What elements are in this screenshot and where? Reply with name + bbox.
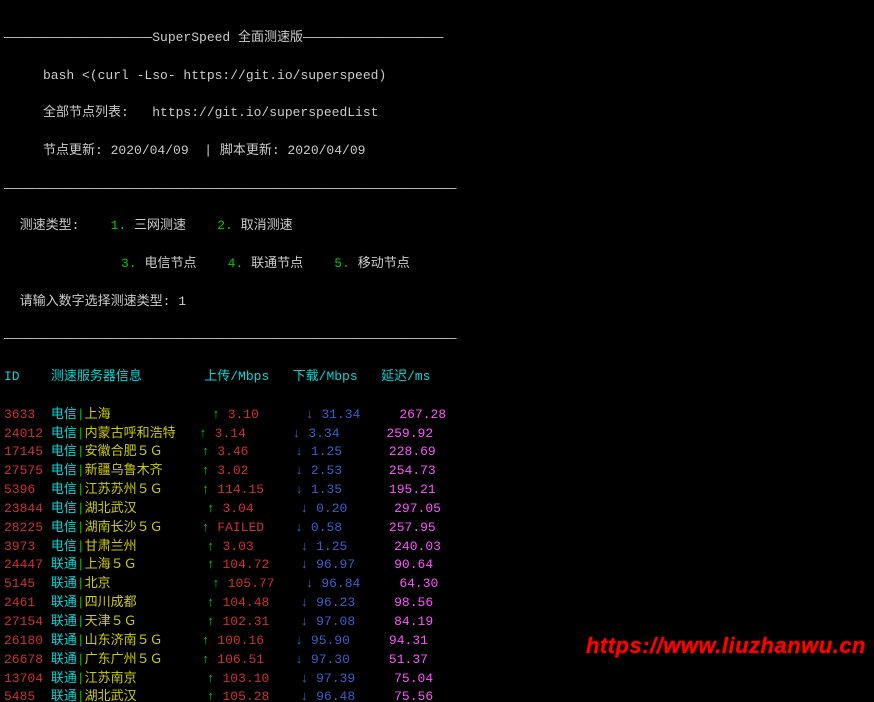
result-row: 24447 联通|上海５Ｇ ↑ 104.72 ↓ 96.97 90.64 <box>4 556 870 575</box>
header-title: ———————————————————SuperSpeed 全面测速版—————… <box>4 29 870 48</box>
terminal-output: ———————————————————SuperSpeed 全面测速版—————… <box>0 0 874 702</box>
result-row: 17145 电信|安徽合肥５Ｇ ↑ 3.46 ↓ 1.25 228.69 <box>4 443 870 462</box>
table-header: ID 测速服务器信息 上传/Mbps 下载/Mbps 延迟/ms <box>4 368 870 387</box>
result-row: 26678 联通|广东广州５Ｇ ↑ 106.51 ↓ 97.30 51.37 <box>4 651 870 670</box>
menu-line2: 3. 电信节点 4. 联通节点 5. 移动节点 <box>4 255 870 274</box>
header-nodes: 全部节点列表: https://git.io/superspeedList <box>4 104 870 123</box>
result-row: 27154 联通|天津５Ｇ ↑ 102.31 ↓ 97.08 84.19 <box>4 613 870 632</box>
prompt-line: 请输入数字选择测速类型: 1 <box>4 293 870 312</box>
menu-line1: 测速类型: 1. 三网测速 2. 取消测速 <box>4 217 870 236</box>
result-row: 24012 电信|内蒙古呼和浩特 ↑ 3.14 ↓ 3.34 259.92 <box>4 425 870 444</box>
results-body: 3633 电信|上海 ↑ 3.10 ↓ 31.34 267.2824012 电信… <box>4 406 870 702</box>
result-row: 5485 联通|湖北武汉 ↑ 105.28 ↓ 96.48 75.56 <box>4 688 870 702</box>
result-row: 23844 电信|湖北武汉 ↑ 3.04 ↓ 0.20 297.05 <box>4 500 870 519</box>
header-update: 节点更新: 2020/04/09 | 脚本更新: 2020/04/09 <box>4 142 870 161</box>
divider: ————————————————————————————————————————… <box>4 180 870 199</box>
result-row: 5145 联通|北京 ↑ 105.77 ↓ 96.84 64.30 <box>4 575 870 594</box>
result-row: 28225 电信|湖南长沙５Ｇ ↑ FAILED ↓ 0.58 257.95 <box>4 519 870 538</box>
result-row: 3973 电信|甘肃兰州 ↑ 3.03 ↓ 1.25 240.03 <box>4 538 870 557</box>
result-row: 2461 联通|四川成都 ↑ 104.48 ↓ 96.23 98.56 <box>4 594 870 613</box>
header-bash: bash <(curl -Lso- https://git.io/supersp… <box>4 67 870 86</box>
divider: ————————————————————————————————————————… <box>4 330 870 349</box>
result-row: 27575 电信|新疆乌鲁木齐 ↑ 3.02 ↓ 2.53 254.73 <box>4 462 870 481</box>
result-row: 3633 电信|上海 ↑ 3.10 ↓ 31.34 267.28 <box>4 406 870 425</box>
result-row: 13704 联通|江苏南京 ↑ 103.10 ↓ 97.39 75.04 <box>4 670 870 689</box>
result-row: 26180 联通|山东济南５Ｇ ↑ 100.16 ↓ 95.90 94.31 <box>4 632 870 651</box>
result-row: 5396 电信|江苏苏州５Ｇ ↑ 114.15 ↓ 1.35 195.21 <box>4 481 870 500</box>
